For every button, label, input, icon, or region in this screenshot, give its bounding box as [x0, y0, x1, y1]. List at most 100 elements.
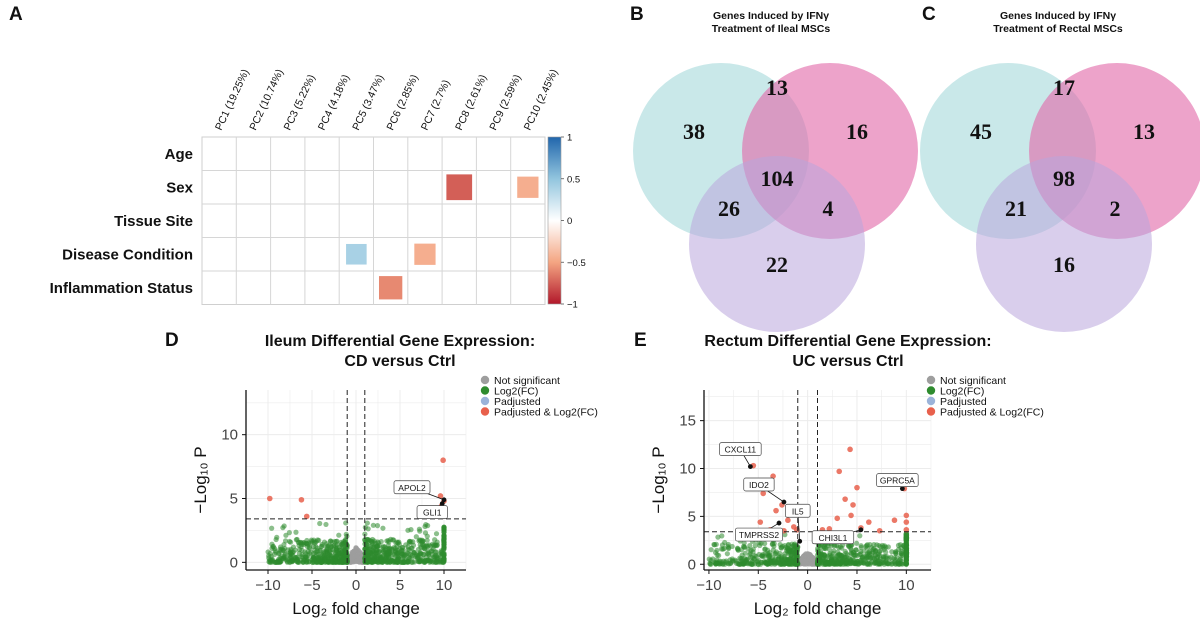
heatmap-cell	[446, 174, 473, 201]
gene-label: APOL2	[398, 483, 426, 493]
venn-count-c_only: 22	[766, 252, 788, 277]
point-log2fc	[317, 520, 323, 527]
point-log2fc	[425, 550, 432, 556]
point-log2fc	[385, 542, 391, 549]
point-log2fc	[859, 557, 865, 564]
point-log2fc	[432, 549, 438, 555]
gene-label-box	[811, 530, 855, 545]
point-log2fc	[903, 535, 910, 542]
x-tick-label: −5	[750, 577, 767, 594]
venn-count-a_only: 38	[683, 119, 705, 144]
point-significant	[836, 468, 843, 475]
volcano-rectum: Rectum Differential Gene Expression: UC v…	[649, 333, 1044, 618]
point-log2fc	[752, 553, 758, 559]
point-log2fc	[337, 559, 343, 565]
legend-label: Padjusted	[494, 396, 541, 408]
gene-label: TMPRSS2	[739, 530, 779, 540]
venn-count-c_only: 16	[1053, 252, 1075, 277]
point-log2fc	[389, 556, 395, 562]
point-log2fc	[275, 559, 281, 565]
x-tick-label: 5	[853, 577, 861, 594]
point-log2fc	[711, 541, 717, 548]
point-log2fc	[390, 537, 396, 543]
point-log2fc	[424, 533, 430, 539]
venn-count-ab: 13	[766, 75, 788, 100]
point-log2fc	[786, 556, 793, 562]
point-significant	[848, 512, 854, 519]
point-log2fc	[323, 541, 330, 547]
point-log2fc	[328, 544, 334, 550]
point-log2fc	[282, 538, 289, 544]
legend-label: Not significant	[494, 375, 560, 387]
point-log2fc	[857, 551, 863, 558]
point-log2fc	[773, 560, 779, 566]
point-significant	[847, 446, 853, 453]
point-log2fc	[441, 550, 447, 556]
venn-count-abc: 98	[1053, 166, 1075, 191]
point-log2fc	[324, 545, 330, 552]
point-log2fc	[418, 544, 424, 550]
point-log2fc	[789, 544, 795, 550]
colorbar	[547, 136, 562, 305]
point-log2fc	[876, 561, 882, 567]
legend-label: Log2(FC)	[494, 385, 538, 397]
point-log2fc	[329, 556, 335, 562]
point-log2fc	[785, 549, 791, 555]
heatmap-cell	[517, 176, 539, 198]
point-log2fc	[302, 549, 308, 555]
point-log2fc	[405, 527, 411, 533]
volcano-title-line: CD versus Ctrl	[344, 353, 455, 370]
point-log2fc	[385, 537, 391, 544]
point-log2fc	[858, 543, 864, 549]
point-log2fc	[280, 525, 286, 531]
point-log2fc	[871, 542, 877, 548]
point-log2fc	[721, 545, 727, 552]
x-axis-label: Log₂ fold change	[754, 599, 882, 618]
point-log2fc	[903, 550, 910, 557]
point-log2fc	[308, 540, 314, 546]
point-log2fc	[415, 554, 421, 560]
point-log2fc	[794, 547, 800, 553]
point-log2fc	[876, 542, 882, 549]
gene-label-box	[876, 473, 919, 487]
point-log2fc	[278, 544, 284, 550]
heatmap-cell	[346, 243, 367, 265]
point-log2fc	[748, 554, 754, 560]
volcano-title-line: Rectum Differential Gene Expression:	[704, 333, 991, 350]
y-axis-label: −Log₁₀ P	[649, 446, 668, 513]
point-significant	[842, 496, 848, 502]
point-log2fc	[834, 542, 840, 549]
venn-count-abc: 104	[761, 166, 794, 191]
point-log2fc	[339, 542, 345, 548]
point-log2fc	[332, 549, 338, 555]
heatmap-column-label: PC10 (2.45%)	[522, 67, 561, 132]
point-log2fc	[815, 560, 821, 567]
colorbar-tick-label: 1	[567, 133, 572, 144]
point-log2fc	[269, 525, 275, 531]
point-significant	[785, 517, 791, 524]
point-log2fc	[424, 537, 430, 543]
gene-label: CXCL11	[725, 445, 757, 455]
x-tick-label: 10	[898, 577, 915, 594]
point-log2fc	[292, 547, 298, 553]
point-log2fc	[344, 556, 350, 563]
point-log2fc	[851, 549, 857, 555]
point-log2fc	[293, 537, 299, 543]
point-log2fc	[409, 555, 415, 561]
x-axis-label: Log₂ fold change	[292, 599, 420, 618]
heatmap-column-label: PC8 (2.61%)	[453, 73, 489, 133]
point-log2fc	[748, 547, 754, 553]
panel-letter-d: D	[165, 330, 179, 351]
y-tick-label: 0	[688, 556, 696, 573]
point-log2fc	[823, 560, 829, 567]
point-log2fc	[857, 533, 863, 539]
point-log2fc	[273, 549, 279, 555]
point-log2fc	[761, 553, 767, 559]
point-log2fc	[410, 542, 417, 548]
legend-swatch	[480, 396, 490, 406]
point-log2fc	[390, 551, 396, 557]
venn-title-line: Genes Induced by IFNγ	[1000, 10, 1116, 22]
venn-count-ac: 21	[1005, 196, 1027, 221]
point-log2fc	[719, 533, 725, 539]
heatmap-column-label: PC2 (10.74%)	[247, 67, 286, 132]
